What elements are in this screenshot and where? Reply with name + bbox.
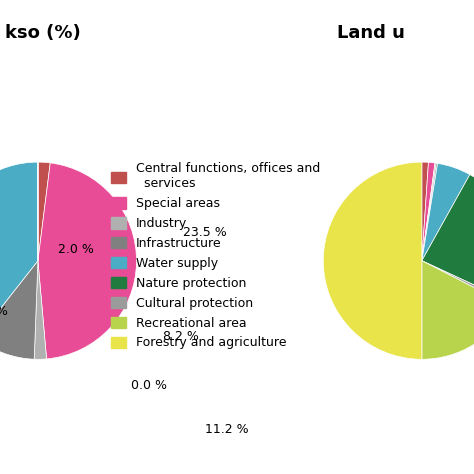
- Wedge shape: [422, 162, 428, 261]
- Wedge shape: [422, 174, 474, 302]
- Wedge shape: [38, 162, 50, 261]
- Wedge shape: [422, 163, 438, 261]
- Wedge shape: [422, 261, 474, 359]
- Wedge shape: [422, 164, 470, 261]
- Wedge shape: [34, 261, 46, 359]
- Wedge shape: [422, 162, 435, 261]
- Text: 2.0 %: 2.0 %: [58, 243, 93, 256]
- Wedge shape: [422, 163, 436, 261]
- Wedge shape: [0, 261, 38, 359]
- Text: 8.2 %: 8.2 %: [163, 329, 199, 343]
- Text: Land u: Land u: [337, 24, 404, 42]
- Wedge shape: [38, 163, 137, 359]
- Text: kso (%): kso (%): [5, 24, 81, 42]
- Wedge shape: [422, 261, 474, 306]
- Text: 0.0 %: 0.0 %: [131, 379, 167, 392]
- Legend: Central functions, offices and
  services, Special areas, Industry, Infrastructu: Central functions, offices and services,…: [110, 163, 320, 349]
- Wedge shape: [323, 162, 422, 359]
- Wedge shape: [0, 162, 38, 338]
- Text: 23.5 %: 23.5 %: [183, 226, 227, 239]
- Text: 11.2 %: 11.2 %: [205, 423, 248, 436]
- Text: 10.0 %: 10.0 %: [0, 305, 8, 318]
